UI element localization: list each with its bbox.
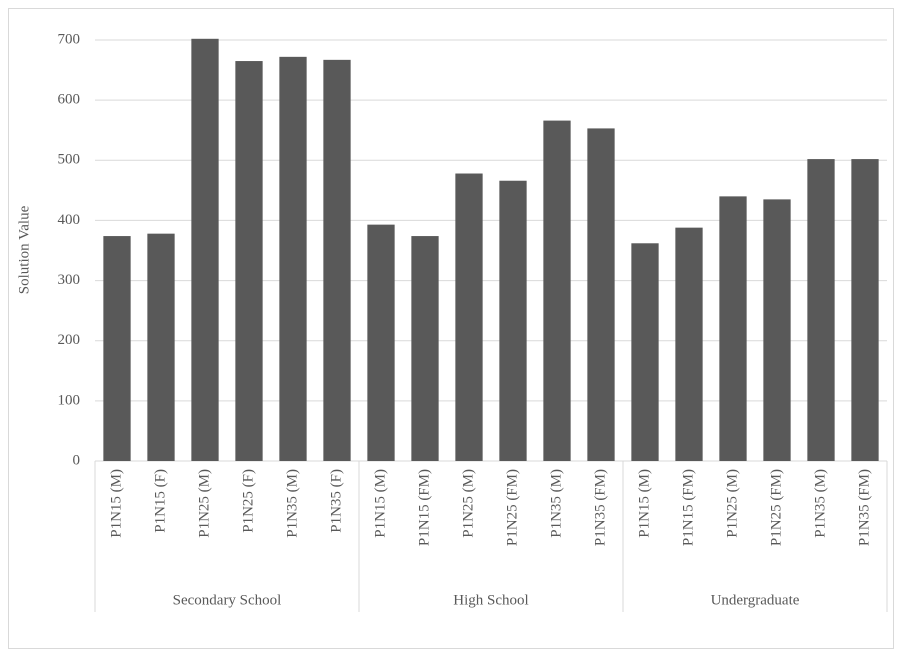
bar: [235, 61, 263, 462]
x-tick-label: P1N35 (F): [328, 469, 344, 533]
x-tick-label: P1N35 (FM): [592, 469, 608, 546]
bar: [103, 236, 131, 461]
y-axis-label: Solution Value: [16, 205, 32, 294]
x-tick-label: P1N25 (M): [460, 469, 476, 538]
y-tick-label: 0: [73, 452, 81, 468]
bar: [587, 128, 615, 461]
x-tick-label: P1N25 (FM): [504, 469, 520, 546]
x-tick-label: P1N35 (M): [812, 469, 828, 538]
bar: [807, 159, 835, 461]
x-tick-label: P1N15 (FM): [416, 469, 432, 546]
x-tick-label: P1N15 (M): [636, 469, 652, 538]
bar: [367, 224, 395, 461]
x-tick-label: P1N25 (M): [724, 469, 740, 538]
x-tick-label: P1N15 (FM): [680, 469, 696, 546]
chart-border: [8, 8, 894, 649]
x-tick-label: P1N15 (F): [152, 469, 168, 533]
x-tick-label: P1N35 (M): [548, 469, 564, 538]
y-tick-label: 700: [58, 31, 81, 47]
bar: [719, 196, 747, 461]
y-tick-label: 300: [58, 272, 81, 288]
x-tick-label: P1N25 (FM): [768, 469, 784, 546]
y-tick-label: 200: [58, 332, 81, 348]
x-tick-label: P1N15 (M): [108, 469, 124, 538]
y-tick-label: 600: [58, 92, 81, 108]
x-tick-label: P1N25 (M): [196, 469, 212, 538]
y-tick-label: 100: [58, 392, 81, 408]
bar: [851, 159, 879, 461]
group-label: Undergraduate: [711, 592, 800, 608]
bar: [631, 243, 659, 461]
y-tick-label: 500: [58, 152, 81, 168]
bar: [499, 180, 527, 461]
x-tick-label: P1N35 (FM): [856, 469, 872, 546]
group-label: High School: [453, 592, 528, 608]
bar: [411, 236, 439, 461]
bar: [323, 59, 351, 462]
bar: [191, 38, 219, 461]
y-tick-label: 400: [58, 212, 81, 228]
bar: [763, 199, 791, 461]
bar: [543, 120, 571, 461]
bar: [279, 56, 307, 462]
bar: [147, 233, 175, 461]
bar: [455, 173, 483, 461]
bar: [675, 227, 703, 461]
x-tick-label: P1N15 (M): [372, 469, 388, 538]
x-tick-label: P1N35 (M): [284, 469, 300, 538]
group-label: Secondary School: [173, 592, 282, 608]
x-tick-label: P1N25 (F): [240, 469, 256, 533]
